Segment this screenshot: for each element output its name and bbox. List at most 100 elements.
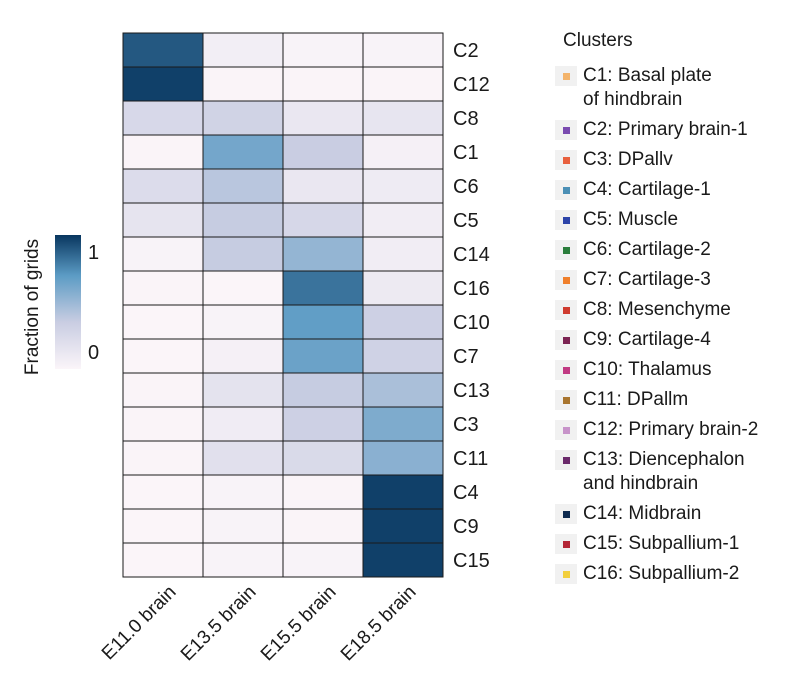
heatmap-cell-C16-3: [282, 270, 364, 306]
heatmap-cell-C7-2: [202, 338, 284, 374]
legend-swatch: [555, 210, 577, 230]
heatmap-cell-C9-1: [122, 508, 204, 544]
legend-item: C3: DPallv: [555, 149, 805, 180]
heatmap-cell-C11-3: [282, 440, 364, 476]
heatmap-cell-C4-1: [122, 474, 204, 510]
legend-label: C11: DPallm: [583, 389, 689, 410]
legend-swatch: [555, 150, 577, 170]
legend-item: C11: DPallm: [555, 389, 805, 420]
column-label-4: E18.5 brain: [337, 582, 421, 666]
legend-item: C12: Primary brain-2: [555, 419, 805, 450]
legend-item: C10: Thalamus: [555, 359, 805, 390]
heatmap-cell-C13-1: [122, 372, 204, 408]
row-label-C6: C6: [453, 176, 479, 198]
legend-swatch: [555, 504, 577, 524]
heatmap-cell-C11-4: [362, 440, 444, 476]
heatmap-cell-C10-3: [282, 304, 364, 340]
heatmap-cell-C4-4: [362, 474, 444, 510]
heatmap-cell-C12-3: [282, 66, 364, 102]
heatmap-cell-C5-3: [282, 202, 364, 238]
heatmap-cell-C9-3: [282, 508, 364, 544]
heatmap-cell-C9-4: [362, 508, 444, 544]
heatmap-cell-C12-1: [122, 66, 204, 102]
heatmap-cell-C8-2: [202, 100, 284, 136]
legend-label: C12: Primary brain-2: [583, 419, 759, 440]
heatmap-cell-C1-2: [202, 134, 284, 170]
heatmap-cell-C2-1: [122, 32, 204, 68]
heatmap-cell-C10-4: [362, 304, 444, 340]
legend-item: C1: Basal plate of hindbrain: [555, 65, 805, 120]
heatmap-cell-C14-1: [122, 236, 204, 272]
heatmap-cell-C8-1: [122, 100, 204, 136]
legend-item: C8: Mesenchyme: [555, 299, 805, 330]
row-label-C3: C3: [453, 414, 479, 436]
heatmap-cell-C7-3: [282, 338, 364, 374]
heatmap-cell-C15-1: [122, 542, 204, 578]
row-label-C11: C11: [453, 448, 488, 470]
cluster-legend: Clusters C1: Basal plate of hindbrain C2:…: [555, 30, 805, 594]
heatmap-cells: [122, 32, 444, 578]
row-label-C1: C1: [453, 142, 479, 164]
legend-swatch: [555, 240, 577, 260]
heatmap-cell-C5-2: [202, 202, 284, 238]
column-label-1: E11.0 brain: [98, 582, 181, 665]
heatmap-cell-C13-4: [362, 372, 444, 408]
legend-label: C4: Cartilage-1: [583, 179, 711, 200]
legend-label: C14: Midbrain: [583, 503, 702, 524]
heatmap-cell-C1-4: [362, 134, 444, 170]
legend-item: C6: Cartilage-2: [555, 239, 805, 270]
heatmap-cell-C2-3: [282, 32, 364, 68]
row-label-C8: C8: [453, 108, 479, 130]
legend-label: C6: Cartilage-2: [583, 239, 711, 260]
heatmap-cell-C14-4: [362, 236, 444, 272]
legend-swatch: [555, 390, 577, 410]
legend-label: C1: Basal plate of hindbrain: [583, 65, 712, 110]
row-label-C12: C12: [453, 74, 490, 96]
legend-item: C13: Diencephalon and hindbrain: [555, 449, 805, 504]
row-label-C13: C13: [453, 380, 490, 402]
heatmap-cell-C15-4: [362, 542, 444, 578]
heatmap-cell-C1-3: [282, 134, 364, 170]
legend-swatch: [555, 300, 577, 320]
heatmap-cell-C7-4: [362, 338, 444, 374]
heatmap-cell-C3-4: [362, 406, 444, 442]
colorbar-label: Fraction of grids: [22, 239, 43, 375]
legend-label: C15: Subpallium-1: [583, 533, 740, 554]
column-label-3: E15.5 brain: [257, 582, 341, 666]
heatmap-cell-C15-3: [282, 542, 364, 578]
heatmap-cell-C6-4: [362, 168, 444, 204]
heatmap-cell-C11-1: [122, 440, 204, 476]
heatmap-cell-C6-3: [282, 168, 364, 204]
heatmap-cell-C3-1: [122, 406, 204, 442]
heatmap-cell-C2-2: [202, 32, 284, 68]
legend-swatch: [555, 270, 577, 290]
legend-swatch: [555, 564, 577, 584]
heatmap-cell-C16-4: [362, 270, 444, 306]
legend-item: C16: Subpallium-2: [555, 563, 805, 594]
legend-item: C9: Cartilage-4: [555, 329, 805, 360]
legend-swatch: [555, 330, 577, 350]
heatmap-cell-C5-4: [362, 202, 444, 238]
heatmap-cell-C15-2: [202, 542, 284, 578]
legend-swatch: [555, 420, 577, 440]
legend-items: C1: Basal plate of hindbrain C2: Primary …: [555, 65, 805, 594]
row-label-C14: C14: [453, 244, 490, 266]
heatmap-cell-C3-2: [202, 406, 284, 442]
heatmap-cell-C3-3: [282, 406, 364, 442]
heatmap-cell-C8-3: [282, 100, 364, 136]
legend-item: C7: Cartilage-3: [555, 269, 805, 300]
legend-swatch: [555, 180, 577, 200]
heatmap-cell-C16-2: [202, 270, 284, 306]
heatmap-cell-C10-2: [202, 304, 284, 340]
row-label-C10: C10: [453, 312, 490, 334]
legend-item: C5: Muscle: [555, 209, 805, 240]
heatmap-cell-C4-3: [282, 474, 364, 510]
legend-label: C7: Cartilage-3: [583, 269, 711, 290]
heatmap-cell-C12-2: [202, 66, 284, 102]
legend-swatch: [555, 360, 577, 380]
legend-title: Clusters: [563, 30, 633, 51]
row-label-C5: C5: [453, 210, 479, 232]
row-label-C16: C16: [453, 278, 490, 300]
